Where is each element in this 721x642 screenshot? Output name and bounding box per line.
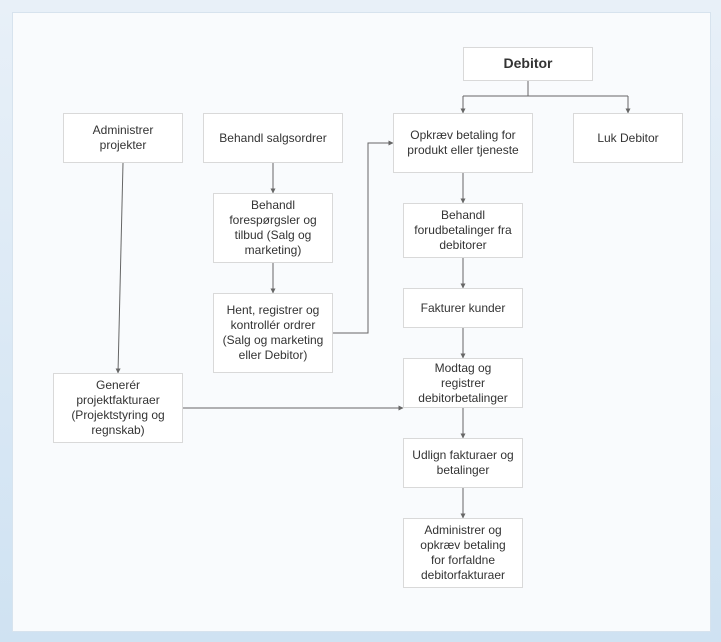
node-label: Luk Debitor: [597, 131, 658, 146]
node-udlign: Udlign fakturaer og betalinger: [403, 438, 523, 488]
node-label: Hent, registrer og kontrollér ordrer (Sa…: [222, 303, 324, 363]
node-luk_debitor: Luk Debitor: [573, 113, 683, 163]
node-label: Administrer og opkræv betaling for forfa…: [412, 523, 514, 583]
node-label: Udlign fakturaer og betalinger: [412, 448, 514, 478]
node-label: Opkræv betaling for produkt eller tjenes…: [402, 128, 524, 158]
node-modtag_reg: Modtag og registrer debitorbetalinger: [403, 358, 523, 408]
node-label: Debitor: [504, 55, 553, 73]
node-label: Modtag og registrer debitorbetalinger: [412, 361, 514, 406]
node-behandl_salg: Behandl salgsordrer: [203, 113, 343, 163]
edges-layer: [13, 13, 710, 631]
node-opkraev: Opkræv betaling for produkt eller tjenes…: [393, 113, 533, 173]
node-label: Behandl salgsordrer: [219, 131, 326, 146]
node-label: Administrer projekter: [72, 123, 174, 153]
node-generer_proj: Generér projektfakturaer (Projektstyring…: [53, 373, 183, 443]
node-behandl_foresp: Behandl forespørgsler og tilbud (Salg og…: [213, 193, 333, 263]
flowchart-panel: Debitor Administrer projekter Behandl salg…: [12, 12, 711, 632]
node-admin_proj: Administrer projekter: [63, 113, 183, 163]
node-behandl_forud: Behandl forudbetalinger fra debitorer: [403, 203, 523, 258]
node-fakturer: Fakturer kunder: [403, 288, 523, 328]
node-debitor: Debitor: [463, 47, 593, 81]
node-label: Fakturer kunder: [421, 301, 506, 316]
node-label: Behandl forespørgsler og tilbud (Salg og…: [222, 198, 324, 258]
node-label: Generér projektfakturaer (Projektstyring…: [62, 378, 174, 438]
node-label: Behandl forudbetalinger fra debitorer: [412, 208, 514, 253]
node-admin_opkraev: Administrer og opkræv betaling for forfa…: [403, 518, 523, 588]
node-hent_reg: Hent, registrer og kontrollér ordrer (Sa…: [213, 293, 333, 373]
